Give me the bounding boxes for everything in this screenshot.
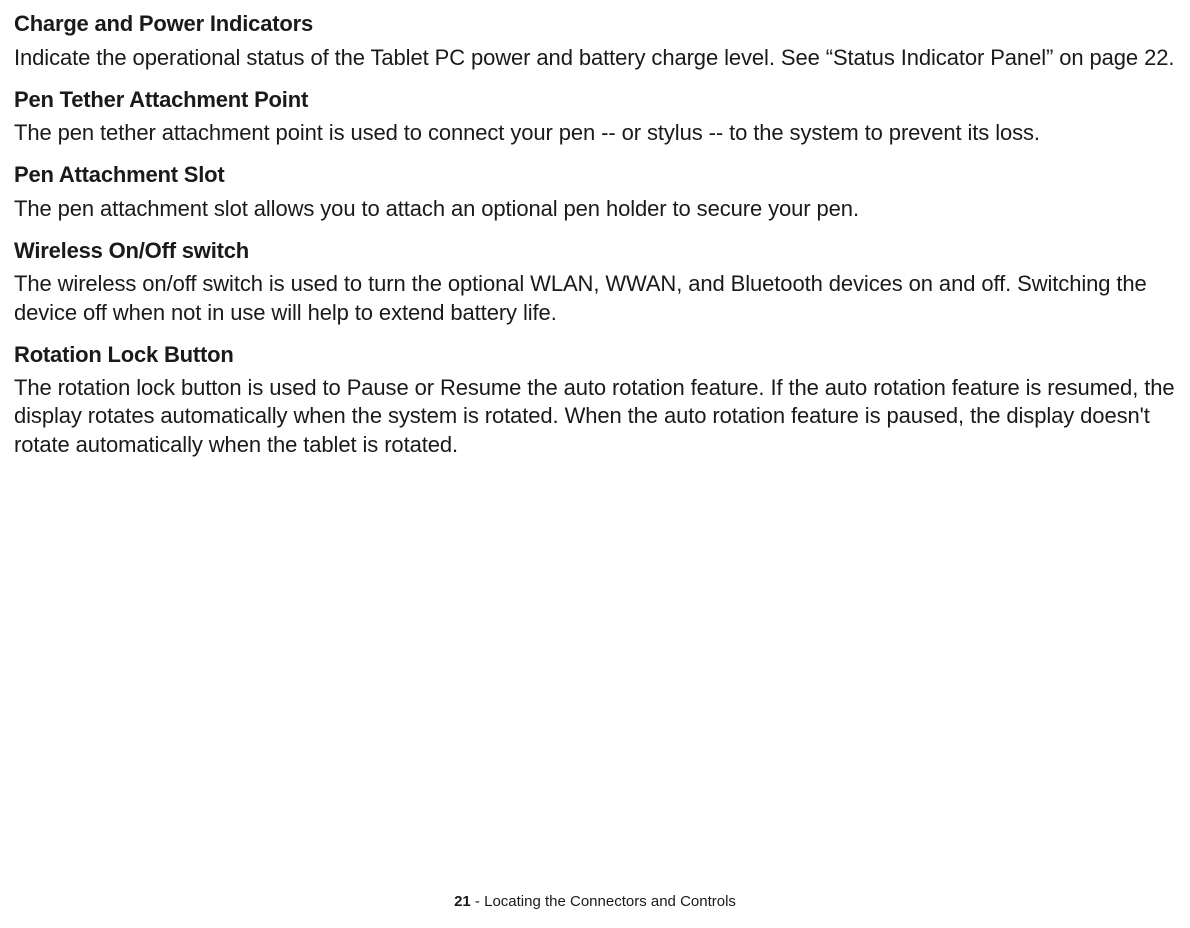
section-body: The rotation lock button is used to Paus… <box>14 374 1176 458</box>
page-footer: 21 - Locating the Connectors and Control… <box>0 893 1190 910</box>
section-heading: Wireless On/Off switch <box>14 237 1176 265</box>
section-body: The pen tether attachment point is used … <box>14 119 1176 147</box>
section-body: Indicate the operational status of the T… <box>14 44 1176 72</box>
page-number: 21 <box>454 893 471 910</box>
section-heading: Pen Tether Attachment Point <box>14 86 1176 114</box>
section-heading: Rotation Lock Button <box>14 341 1176 369</box>
document-page: Charge and Power Indicators Indicate the… <box>0 0 1190 928</box>
section-heading: Charge and Power Indicators <box>14 10 1176 38</box>
footer-title: - Locating the Connectors and Controls <box>471 893 736 910</box>
section-heading: Pen Attachment Slot <box>14 161 1176 189</box>
section-body: The pen attachment slot allows you to at… <box>14 195 1176 223</box>
section-body: The wireless on/off switch is used to tu… <box>14 270 1176 326</box>
